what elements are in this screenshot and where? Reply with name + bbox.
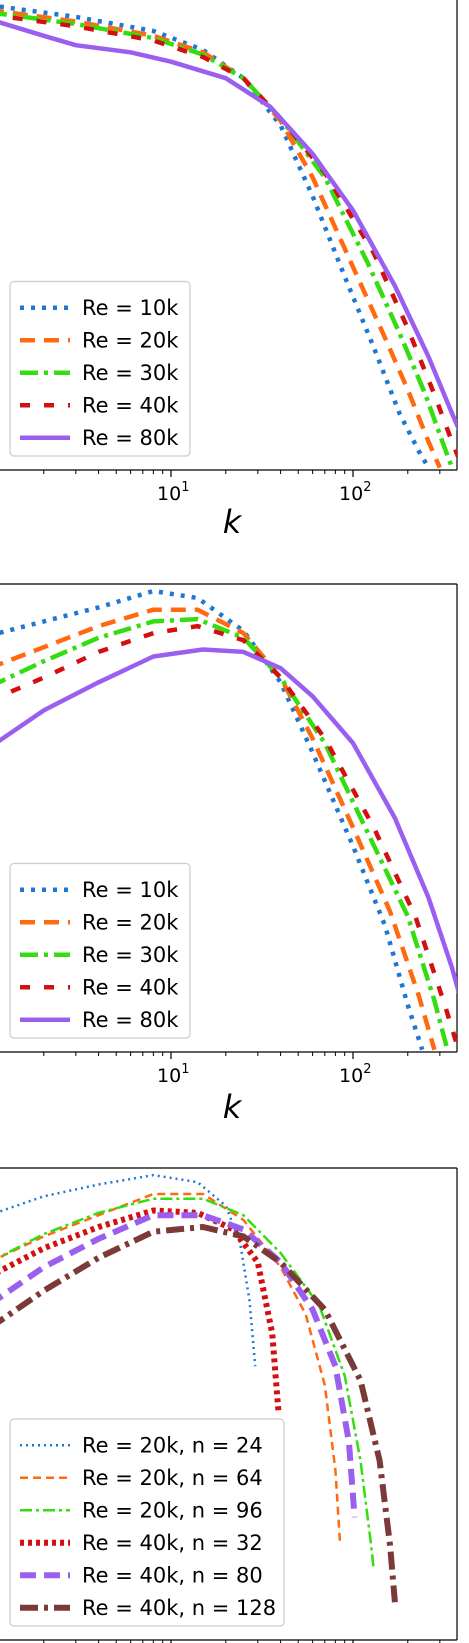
- x-axis-title: k: [223, 1088, 243, 1126]
- series-line-4: [0, 13, 457, 460]
- x-tick-label: 101: [157, 480, 189, 505]
- legend-label-3: Re = 30k: [82, 943, 179, 967]
- series-line-6: [0, 1224, 398, 1603]
- legend-label-3: Re = 30k: [82, 361, 179, 385]
- legend-label-4: Re = 40k, n = 32: [82, 1531, 263, 1555]
- series-line-2: [0, 9, 442, 469]
- x-axis-title: k: [223, 503, 243, 541]
- series-line-4: [0, 1207, 282, 1414]
- series-line-5: [0, 647, 457, 994]
- legend-box: [9, 862, 191, 1039]
- x-tick-label: 102: [339, 480, 371, 505]
- legend-label-3: Re = 20k, n = 96: [82, 1498, 263, 1522]
- legend: Re = 10k Re = 20k Re = 30k Re = 40k Re = 80k: [9, 862, 191, 1039]
- legend-label-1: Re = 10k: [82, 878, 179, 902]
- legend-label-5: Re = 40k, n = 80: [82, 1563, 263, 1587]
- legend-label-2: Re = 20k: [82, 328, 179, 352]
- x-tick-label: 102: [339, 1062, 371, 1087]
- legend: Re = 20k, n = 24 Re = 20k, n = 64 Re = 20k…: [9, 1418, 285, 1627]
- legend-box: [9, 1418, 285, 1627]
- legend: Re = 10k Re = 20k Re = 30k Re = 40k Re = 80k: [9, 280, 191, 457]
- series-line-5: [0, 20, 457, 431]
- legend-label-1: Re = 20k, n = 24: [82, 1433, 263, 1457]
- legend-label-5: Re = 80k: [82, 1008, 179, 1032]
- legend-label-2: Re = 20k: [82, 910, 179, 934]
- plot-area: [0, 588, 457, 1051]
- plot-area: [0, 4, 457, 469]
- x-tick-label: 101: [157, 1062, 189, 1087]
- legend-label-6: Re = 40k, n = 128: [82, 1596, 276, 1620]
- series-line-2: [0, 1192, 342, 1546]
- legend-label-4: Re = 40k: [82, 393, 179, 417]
- legend-label-2: Re = 20k, n = 64: [82, 1466, 263, 1490]
- legend-box: [9, 280, 191, 457]
- legend-label-4: Re = 40k: [82, 975, 179, 999]
- chart-panel-3: Re = 20k, n = 24 Re = 20k, n = 64 Re = 20k…: [0, 1167, 458, 1643]
- legend-label-5: Re = 80k: [82, 426, 179, 450]
- legend-label-1: Re = 10k: [82, 296, 179, 320]
- series-line-3: [0, 1197, 375, 1570]
- series-line-3: [0, 11, 455, 469]
- series-line-5: [0, 1212, 358, 1518]
- plot-area: [0, 1173, 398, 1603]
